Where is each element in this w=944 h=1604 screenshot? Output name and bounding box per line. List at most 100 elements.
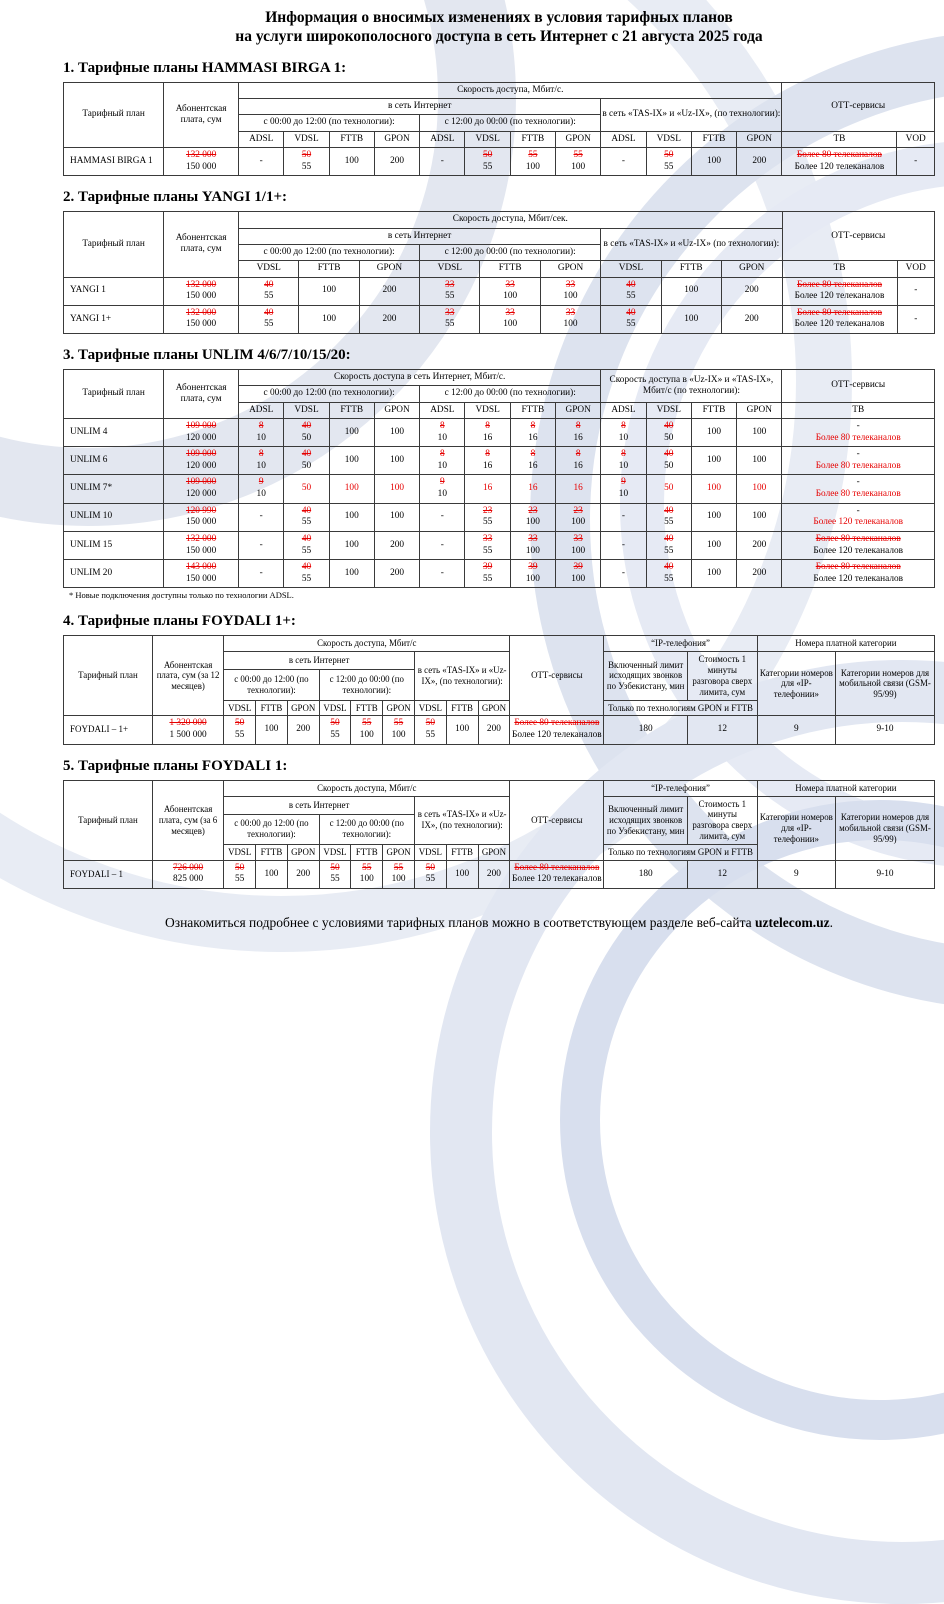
table-row: FOYDALI – 1 726 000 825 000 50 55 100 200 50 55 5… xyxy=(63,859,935,890)
value: 100 xyxy=(707,426,721,437)
changed-value: 50 xyxy=(330,718,340,729)
value: 100 xyxy=(390,455,405,466)
header-tech-gpon: GPON xyxy=(477,699,511,717)
header-speed-uzix: Скорость доступа в «Uz-IX» и «TAS-IX», М… xyxy=(600,369,783,403)
value: 55 xyxy=(330,874,340,885)
value: - xyxy=(914,155,918,166)
value: 55 xyxy=(482,517,493,528)
value-cell: 100 xyxy=(328,530,375,561)
value: - xyxy=(856,421,860,432)
value-cell: 100 xyxy=(328,559,375,589)
value: 12 xyxy=(717,868,727,879)
header-tech-fttb: FTTB xyxy=(350,699,384,717)
value-cell: 33 55 xyxy=(419,276,481,306)
value-cell: 100 xyxy=(373,502,421,532)
header-tech-vdsl: VDSL xyxy=(413,844,447,861)
header-tech-fttb: FTTB xyxy=(479,260,541,278)
value-cell: 132 000 150 000 xyxy=(163,147,240,177)
page-title-line2: на услуги широкополосного доступа в сеть… xyxy=(235,28,763,46)
changed-value: 33 xyxy=(565,279,576,290)
header-tech-adsl: ADSL xyxy=(419,130,466,149)
value: 100 xyxy=(390,511,405,522)
value-cell: - Более 80 телеканалов xyxy=(781,418,935,448)
value-cell: - xyxy=(238,559,285,589)
changed-value: 23 xyxy=(573,505,583,516)
value: 9-10 xyxy=(876,868,894,879)
header-tasix: в сеть «TAS-IX» и «Uz-IX», (по технологи… xyxy=(600,98,783,132)
changed-value: 50 xyxy=(301,150,312,161)
header-ott: ОТТ-сервисы xyxy=(781,211,936,262)
changed-value: 50 xyxy=(301,483,312,494)
value-cell: - xyxy=(419,502,466,532)
value: 120 000 xyxy=(186,460,217,471)
value-cell: Более 80 телеканалов Более 120 телеканало… xyxy=(781,147,898,177)
value: 180 xyxy=(638,724,653,735)
value: 100 xyxy=(571,161,586,172)
value: 100 xyxy=(503,319,518,330)
value: 10 xyxy=(256,489,266,500)
value-cell: 100 xyxy=(736,474,783,504)
header-tech-gpon: GPON xyxy=(286,844,320,861)
header-ott: ОТТ-сервисы xyxy=(509,635,605,717)
changed-value: Более 80 телеканалов xyxy=(796,150,882,161)
value-cell: 40 55 xyxy=(238,276,300,306)
value: 10 xyxy=(437,460,447,471)
value-cell: 200 xyxy=(736,147,783,177)
header-time-am: с 00:00 до 12:00 (по технологии): xyxy=(223,813,320,846)
value: 100 xyxy=(264,724,279,735)
changed-value: 8 xyxy=(440,421,445,432)
value: 200 xyxy=(752,539,767,550)
value-cell: 100 xyxy=(736,446,783,476)
header-time-pm: с 12:00 до 00:00 (по технологии): xyxy=(419,243,602,262)
changed-value: Более 80 телеканалов xyxy=(797,279,883,290)
value: 100 xyxy=(707,567,721,578)
value: 100 xyxy=(707,511,721,522)
changed-value: 100 xyxy=(390,483,405,494)
page-title-line1: Информация о вносимых изменениях в услов… xyxy=(265,9,733,26)
changed-value: Более 80 телеканалов xyxy=(815,432,901,443)
changed-value: 50 xyxy=(235,718,245,729)
plan-cell: FOYDALI – 1 xyxy=(63,859,153,890)
value-cell: 100 xyxy=(660,304,722,335)
value-cell: 200 xyxy=(373,147,421,177)
changed-value: 9 xyxy=(258,477,264,488)
value: 10 xyxy=(256,432,266,443)
value-cell: 100 xyxy=(328,446,375,476)
value-cell: - Более 80 телеканалов xyxy=(781,474,935,504)
header-tv: ТВ xyxy=(781,260,898,278)
value-cell: 100 xyxy=(328,147,375,177)
value: 50 xyxy=(664,460,674,471)
header-tech-gpon: GPON xyxy=(477,844,511,861)
changed-value: 33 xyxy=(505,307,515,318)
header-tech-fttb: FTTB xyxy=(690,130,738,149)
header-tech-adsl: ADSL xyxy=(600,130,647,149)
value-cell: 100 xyxy=(736,418,783,448)
header-tech-gpon: GPON xyxy=(373,401,421,420)
changed-value: 8 xyxy=(485,449,490,460)
value-cell: 100 xyxy=(690,474,738,504)
changed-value: 50 xyxy=(235,862,245,873)
changed-value: 40 xyxy=(264,279,274,290)
value-cell: 40 55 xyxy=(283,559,330,589)
header-fee: Абонентская плата, сум xyxy=(163,81,240,149)
header-tech-vdsl: VDSL xyxy=(223,844,257,861)
value: 200 xyxy=(486,724,501,735)
changed-value: 8 xyxy=(258,421,264,432)
value: 10 xyxy=(618,432,629,443)
section-heading-unlim: 3. Тарифные планы UNLIM 4/6/7/10/15/20: xyxy=(63,347,351,364)
value-cell: Более 80 телеканалов Более 120 телеканало… xyxy=(781,276,898,306)
value-cell: 8 10 xyxy=(419,446,466,476)
value-cell: 40 55 xyxy=(283,530,330,561)
value: Более 120 телеканалов xyxy=(794,161,885,172)
value: - xyxy=(621,567,625,578)
header-tech-fttb: FTTB xyxy=(328,401,375,420)
value: Более 120 телеканалов xyxy=(794,291,885,302)
value: HAMMASI BIRGA 1 xyxy=(70,155,153,166)
header-tech-fttb: FTTB xyxy=(445,699,479,717)
value-cell: 40 55 xyxy=(600,304,662,335)
changed-value: 100 xyxy=(707,483,721,494)
value-cell: 55 100 xyxy=(382,859,415,890)
plan-cell: HAMMASI BIRGA 1 xyxy=(62,147,165,177)
header-tech-gpon: GPON xyxy=(382,844,415,861)
value-cell: Более 80 телеканалов Более 120 телеканало… xyxy=(781,559,935,589)
